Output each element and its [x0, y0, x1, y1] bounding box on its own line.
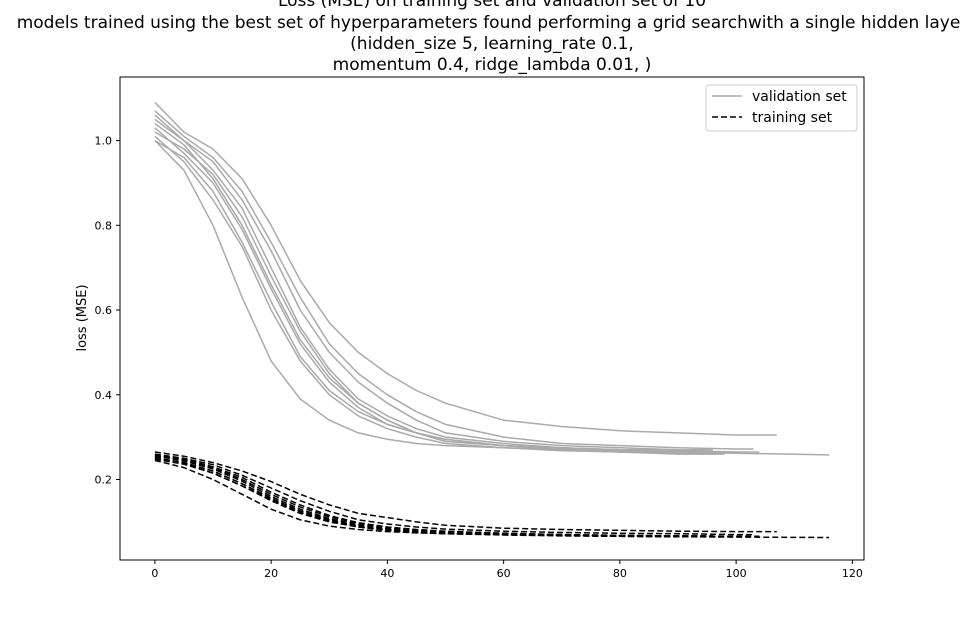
training-line-2 [154, 453, 754, 536]
validation-line-3 [154, 118, 713, 451]
validation-line-6 [154, 114, 760, 453]
chart-title-line-4: momentum 0.4, ridge_lambda 0.01, ) [333, 55, 652, 75]
x-tick-label: 60 [497, 567, 511, 580]
validation-line-5 [154, 139, 725, 455]
chart-title-line-1: Loss (MSE) on training set and validatio… [278, 0, 706, 11]
training-line-10 [154, 459, 673, 537]
training-line-7 [154, 456, 696, 538]
training-line-4 [154, 457, 830, 539]
training-line-6 [154, 454, 760, 538]
x-tick-label: 120 [842, 567, 863, 580]
y-tick-label: 1.0 [95, 135, 113, 148]
legend-box [705, 84, 858, 132]
training-line-9 [154, 458, 719, 538]
legend-label-training: training set [752, 110, 833, 126]
chart-title-line-3: (hidden_size 5, learning_rate 0.1, [350, 34, 634, 54]
plot-area-frame [119, 76, 865, 561]
validation-line-4 [154, 131, 830, 456]
validation-line-10 [154, 140, 673, 451]
validation-line-2 [154, 110, 754, 450]
y-tick-label: 0.2 [95, 474, 113, 487]
x-tick-label: 100 [726, 567, 747, 580]
x-tick-label: 40 [380, 567, 394, 580]
y-tick-label: 0.8 [95, 219, 113, 232]
validation-line-7 [154, 127, 696, 453]
y-tick-label: 0.6 [95, 304, 113, 317]
legend-label-validation: validation set [752, 89, 847, 105]
x-axis-ticks: 0 20 40 60 80 100 120 [151, 560, 863, 580]
series-layer [154, 101, 830, 539]
legend: validation set training set [705, 84, 858, 132]
validation-line-1 [154, 101, 777, 436]
training-line-1 [154, 451, 777, 533]
training-line-5 [154, 457, 725, 538]
chart-title: Loss (MSE) on training set and validatio… [17, 0, 960, 75]
y-axis-ticks: 0.2 0.4 0.6 0.8 1.0 [95, 135, 120, 487]
x-tick-label: 80 [613, 567, 627, 580]
y-tick-label: 0.4 [95, 389, 113, 402]
x-tick-label: 20 [264, 567, 278, 580]
y-axis-label: loss (MSE) [75, 284, 90, 351]
chart-title-line-2: models trained using the best set of hyp… [17, 13, 960, 33]
x-tick-label: 0 [151, 567, 158, 580]
validation-line-9 [154, 135, 719, 454]
